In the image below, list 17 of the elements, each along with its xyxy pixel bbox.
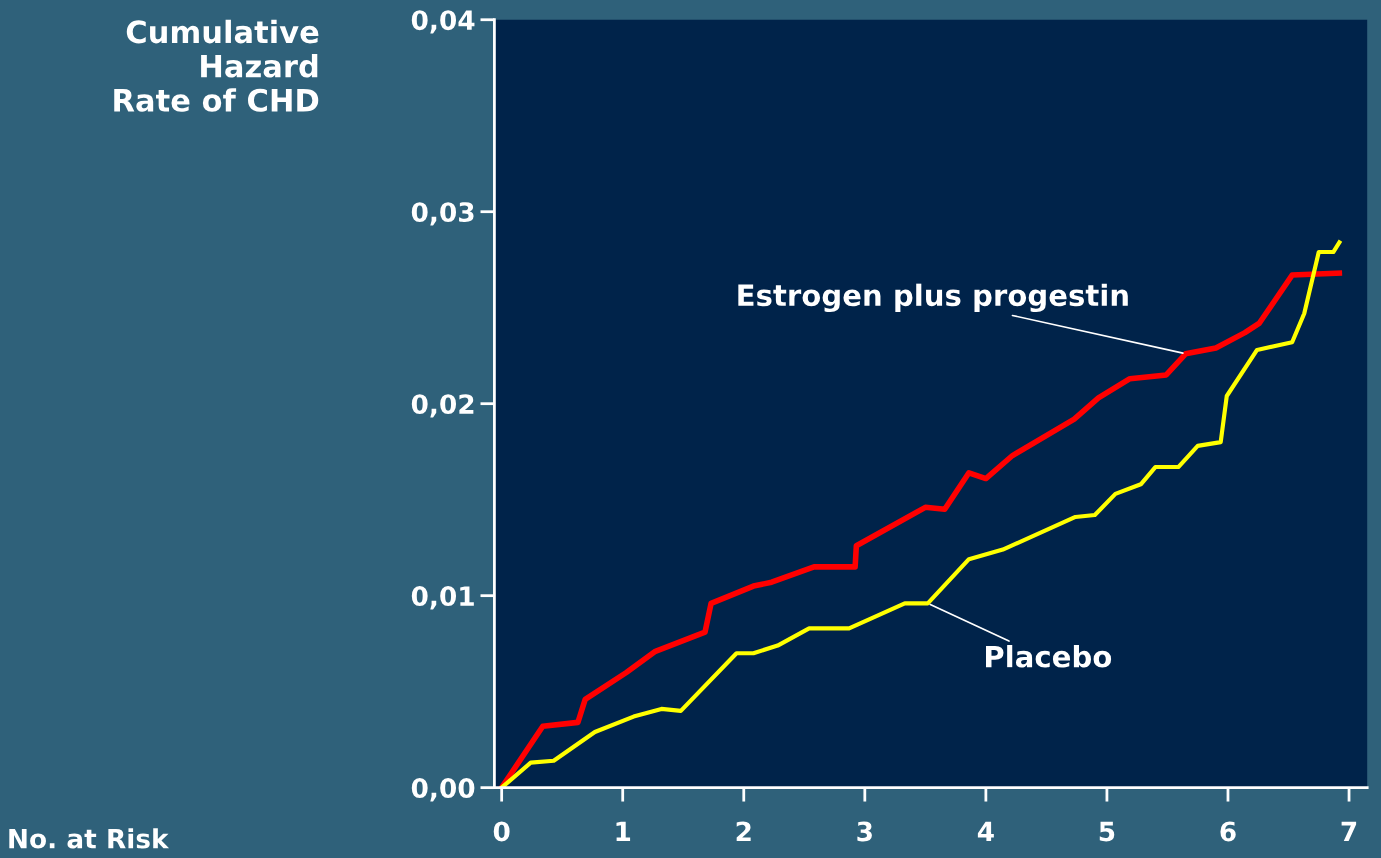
text: Placebo	[986, 645, 1112, 668]
y-tick-label: 0,00	[411, 778, 475, 802]
x-tick-label: 1	[616, 821, 631, 842]
x-tick-label: 2	[736, 821, 751, 842]
x-tick-label: 4	[977, 821, 994, 842]
x-tick-label: 3	[857, 821, 872, 842]
y-tick-label: 0,01	[411, 586, 474, 610]
text: No. at Risk	[9, 828, 170, 849]
y-axis-title: Cumulative Hazard Rate of CHD	[114, 19, 319, 112]
y-tick-label: 0,03	[411, 202, 474, 226]
text: Estrogen plus progestin	[738, 283, 1128, 313]
x-tick-label: 5	[1099, 821, 1115, 842]
x-tick-label: 0	[493, 821, 510, 842]
x-tick-label: 6	[1220, 821, 1236, 842]
y-tick-label: 0,04	[411, 10, 475, 34]
y-tick-label: 0,02	[411, 394, 474, 418]
x-tick-label: 7	[1341, 821, 1357, 842]
